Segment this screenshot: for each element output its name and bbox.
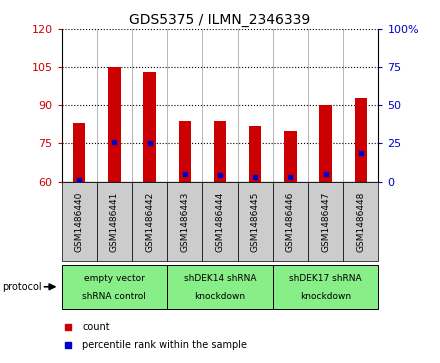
Bar — [108, 67, 121, 182]
Text: GSM1486446: GSM1486446 — [286, 191, 295, 252]
Bar — [202, 182, 238, 261]
Text: knockdown: knockdown — [300, 292, 351, 301]
Text: knockdown: knockdown — [194, 292, 246, 301]
Text: shRNA control: shRNA control — [82, 292, 147, 301]
Bar — [238, 182, 273, 261]
Bar — [355, 98, 367, 182]
Text: GSM1486448: GSM1486448 — [356, 191, 365, 252]
Text: shDEK14 shRNA: shDEK14 shRNA — [184, 274, 256, 282]
Text: GSM1486445: GSM1486445 — [251, 191, 260, 252]
Text: GSM1486443: GSM1486443 — [180, 191, 189, 252]
Text: shDEK17 shRNA: shDEK17 shRNA — [289, 274, 362, 282]
Text: GSM1486440: GSM1486440 — [75, 191, 84, 252]
Bar — [273, 265, 378, 309]
Text: empty vector: empty vector — [84, 274, 145, 282]
Bar — [249, 126, 261, 182]
Bar — [214, 121, 226, 182]
Text: GSM1486442: GSM1486442 — [145, 191, 154, 252]
Text: percentile rank within the sample: percentile rank within the sample — [82, 339, 247, 350]
Bar — [179, 121, 191, 182]
Text: count: count — [82, 322, 110, 332]
Bar — [132, 182, 167, 261]
Text: GSM1486444: GSM1486444 — [216, 191, 224, 252]
Bar — [167, 182, 202, 261]
Bar — [319, 105, 332, 182]
Bar — [97, 182, 132, 261]
Bar — [167, 265, 273, 309]
Text: protocol: protocol — [2, 282, 42, 292]
Bar — [308, 182, 343, 261]
Bar — [284, 131, 297, 182]
Bar — [273, 182, 308, 261]
Bar — [143, 72, 156, 182]
Bar — [343, 182, 378, 261]
Text: GSM1486447: GSM1486447 — [321, 191, 330, 252]
Bar — [62, 265, 167, 309]
Bar — [62, 182, 97, 261]
Text: GSM1486441: GSM1486441 — [110, 191, 119, 252]
Bar — [73, 123, 85, 182]
Title: GDS5375 / ILMN_2346339: GDS5375 / ILMN_2346339 — [129, 13, 311, 26]
